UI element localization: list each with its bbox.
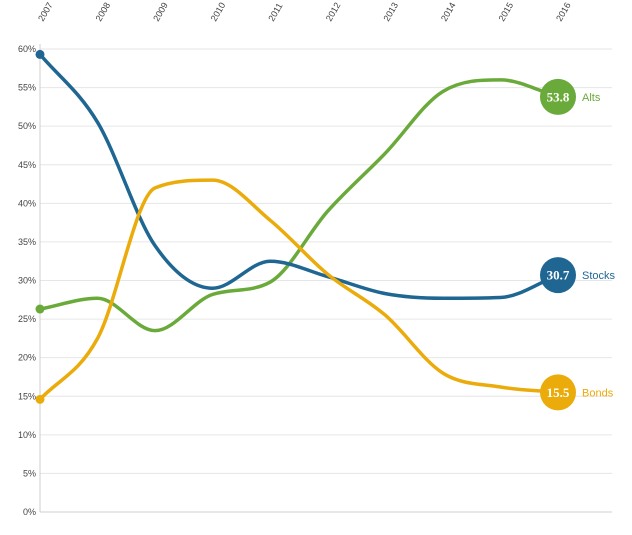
grid-layer (40, 48, 612, 474)
end-value-label-alts: 53.8 (547, 89, 570, 104)
end-value-badge-alts (540, 78, 576, 115)
axis-layer: 0% 5% 10% 15% 20% 25% 30% 35% 40% 45% 50% 55% 60% 200… (18, 1, 612, 517)
y-tick-label: 0% (23, 507, 36, 517)
x-tick-label: 2007 (36, 1, 55, 23)
series-line-bonds (38, 178, 560, 402)
series-line-stocks (38, 52, 560, 300)
series-name-label-stocks: Stocks (582, 270, 616, 282)
x-tick-label: 2016 (554, 1, 573, 23)
series-name-label-bonds: Bonds (582, 387, 614, 399)
x-tick-label: 2010 (209, 1, 228, 23)
y-tick-label: 35% (18, 237, 36, 247)
end-value-badge-stocks (540, 257, 576, 294)
y-tick-label: 20% (18, 353, 36, 363)
y-tick-label: 55% (18, 83, 36, 93)
y-tick-label: 50% (18, 121, 36, 131)
end-value-label-stocks: 30.7 (547, 268, 570, 283)
end-value-label-bonds: 15.5 (547, 385, 570, 400)
y-tick-label: 5% (23, 468, 36, 478)
y-tick-label: 25% (18, 314, 36, 324)
x-tick-label: 2013 (381, 1, 400, 23)
series-line-alts (38, 78, 560, 333)
x-tick-label: 2009 (151, 1, 170, 23)
label-layer: 53.8 Alts 30.7 Stocks 15.5 Bonds (540, 78, 616, 411)
end-value-badge-bonds (540, 374, 576, 411)
x-tick-label: 2014 (439, 1, 458, 23)
series-start-dot-stocks (35, 49, 45, 59)
y-tick-label: 60% (18, 44, 36, 54)
series-layer (35, 49, 560, 404)
y-tick-label: 15% (18, 391, 36, 401)
x-tick-label: 2012 (324, 1, 343, 23)
series-start-dot-alts (35, 304, 45, 314)
y-tick-label: 10% (18, 430, 36, 440)
x-tick-label: 2015 (497, 1, 516, 23)
x-tick-label: 2011 (266, 1, 284, 23)
y-tick-label: 30% (18, 276, 36, 286)
x-tick-label: 2008 (94, 1, 113, 23)
y-tick-label: 40% (18, 198, 36, 208)
series-name-label-alts: Alts (582, 92, 601, 104)
series-start-dot-bonds (35, 394, 45, 404)
y-tick-label: 45% (18, 160, 36, 170)
